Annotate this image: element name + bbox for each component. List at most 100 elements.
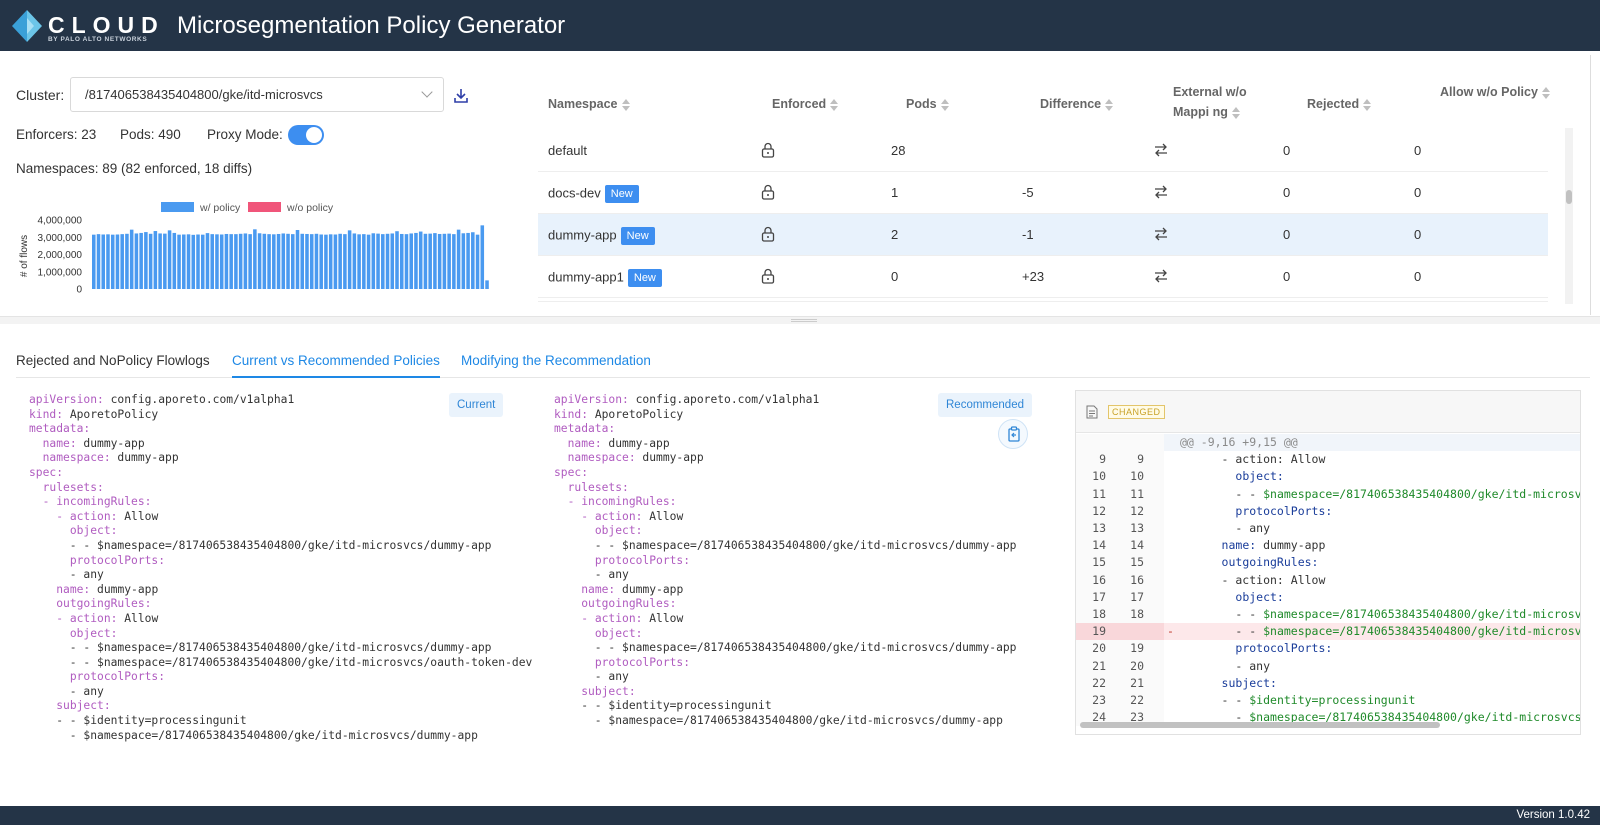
- logo-subtitle: BY PALO ALTO NETWORKS: [48, 36, 148, 43]
- pane-resizer[interactable]: [0, 316, 1600, 324]
- cluster-label: Cluster:: [16, 87, 65, 103]
- code-line: - $namespace=/817406538435404800/gke/itd…: [554, 714, 1003, 728]
- col-rejected[interactable]: Rejected: [1307, 94, 1372, 114]
- pods-count: Pods: 490: [120, 127, 181, 142]
- lock-icon: [761, 226, 775, 242]
- diff-line: 16 16 - action: Allow: [1076, 571, 1580, 589]
- file-icon: [1086, 405, 1098, 419]
- table-header: Namespace Enforced Pods Difference Exter…: [548, 74, 1550, 130]
- new-line-number: 19: [1130, 641, 1144, 656]
- code-line: - any: [29, 568, 104, 582]
- bar: [153, 231, 158, 289]
- allow-without-policy-cell: 0: [1414, 143, 1422, 158]
- table-row[interactable]: dummy-app New 2 -1 0 0: [538, 214, 1548, 256]
- legend-swatch: [161, 202, 194, 212]
- scrollbar-thumb[interactable]: [1566, 190, 1572, 204]
- cloud-logo[interactable]: CLOUD BY PALO ALTO NETWORKS: [12, 8, 162, 44]
- bar: [257, 233, 262, 289]
- new-badge: New: [627, 269, 662, 287]
- col-namespace[interactable]: Namespace: [548, 94, 630, 114]
- code-line: subject:: [581, 684, 636, 698]
- old-line-number: 22: [1092, 675, 1106, 690]
- table-row[interactable]: default 28 0 0: [538, 130, 1548, 172]
- bar: [291, 234, 295, 289]
- diff-line: 11 11 - - $namespace=/817406538435404800/…: [1076, 485, 1580, 503]
- bar: [442, 233, 447, 289]
- page-title: Microsegmentation Policy Generator: [177, 12, 566, 39]
- difference-cell: +23: [1022, 269, 1045, 284]
- namespace-cell[interactable]: dummy-app New: [548, 227, 655, 245]
- tab-flowlogs[interactable]: Rejected and NoPolicy Flowlogs: [16, 353, 210, 368]
- bar: [295, 230, 300, 289]
- code-line: - - $namespace=/817406538435404800/gke/i…: [29, 641, 492, 655]
- cluster-select[interactable]: /817406538435404800/gke/itd-microsvcs: [70, 77, 444, 112]
- col-difference[interactable]: Difference: [1040, 94, 1114, 114]
- col-external-without-mapping[interactable]: External w/o Mappi ng: [1173, 85, 1247, 119]
- new-line-number: 23: [1130, 710, 1144, 725]
- bar: [324, 234, 328, 289]
- exchange-icon[interactable]: [1153, 268, 1169, 284]
- bar: [167, 230, 172, 289]
- old-line-number: 20: [1092, 641, 1106, 656]
- copy-button[interactable]: [998, 419, 1028, 449]
- tab-bar: Rejected and NoPolicy Flowlogs Current v…: [16, 348, 1590, 378]
- bar: [120, 234, 124, 289]
- new-line-number: 21: [1130, 675, 1144, 690]
- namespaces-summary: Namespaces: 89 (82 enforced, 18 diffs): [16, 161, 253, 176]
- download-icon[interactable]: [454, 88, 468, 104]
- table-row[interactable]: dummy-app1 New 0 +23 0 0: [538, 256, 1548, 298]
- code-line: spec:: [29, 465, 64, 479]
- col-enforced[interactable]: Enforced: [772, 94, 839, 114]
- tab-current-vs-recommended[interactable]: Current vs Recommended Policies: [232, 353, 440, 378]
- code-line: rulesets:: [42, 480, 104, 494]
- current-tag: Current: [449, 393, 504, 417]
- bar: [347, 230, 352, 289]
- code-line: rulesets:: [567, 480, 629, 494]
- resize-grip-icon[interactable]: [791, 319, 817, 322]
- code-line: - - $identity=processingunit: [554, 699, 772, 713]
- exchange-icon[interactable]: [1153, 142, 1169, 158]
- old-line-number: 21: [1092, 658, 1106, 673]
- namespace-cell[interactable]: dummy-app1 New: [548, 269, 662, 287]
- bar: [300, 233, 305, 289]
- bar: [163, 233, 167, 289]
- code-line: subject:: [56, 699, 111, 713]
- bar: [200, 234, 205, 289]
- namespace-cell[interactable]: docs-dev New: [548, 185, 639, 203]
- code-line: metadata:: [554, 422, 616, 436]
- col-pods[interactable]: Pods: [906, 94, 949, 114]
- code-line: protocolPorts:: [594, 655, 691, 669]
- bar: [96, 234, 101, 289]
- diff-horizontal-scrollbar[interactable]: [1080, 722, 1440, 728]
- rejected-cell: 0: [1283, 269, 1291, 284]
- code-line: - any: [554, 670, 629, 684]
- new-line-number: 22: [1130, 693, 1144, 707]
- bar: [191, 234, 196, 289]
- new-line-number: 18: [1130, 607, 1144, 621]
- table-scrollbar[interactable]: [1565, 128, 1573, 304]
- allow-without-policy-cell: 0: [1414, 269, 1422, 284]
- bar: [456, 229, 461, 289]
- proxy-mode-toggle[interactable]: [288, 125, 324, 145]
- exchange-icon[interactable]: [1153, 226, 1169, 242]
- exchange-icon[interactable]: [1153, 184, 1169, 200]
- code-line: - action: Allow: [56, 509, 159, 523]
- namespace-cell[interactable]: default: [548, 143, 588, 158]
- chevron-down-icon: [421, 86, 433, 98]
- table-row[interactable]: docs-dev New 1 -5 0 0: [538, 172, 1548, 214]
- code-line: object:: [69, 626, 118, 640]
- bar: [338, 233, 342, 289]
- tab-modifying[interactable]: Modifying the Recommendation: [461, 353, 651, 368]
- code-line: - - $namespace=/817406538435404800/gke/i…: [554, 641, 1017, 655]
- bar: [106, 234, 110, 289]
- col-allow-without-policy[interactable]: Allow w/o Policy: [1440, 82, 1550, 102]
- code-line: metadata:: [29, 422, 91, 436]
- y-tick-label: 1,000,000: [38, 267, 83, 278]
- new-line-number: 11: [1130, 486, 1144, 501]
- old-line-number: 10: [1092, 469, 1106, 484]
- toggle-knob: [306, 127, 322, 143]
- diff-line-removed: 19- - - $namespace=/817406538435404800/g…: [1076, 623, 1580, 641]
- bar: [115, 234, 120, 289]
- code-line: protocolPorts:: [69, 670, 166, 684]
- code-line: - incomingRules:: [42, 495, 152, 509]
